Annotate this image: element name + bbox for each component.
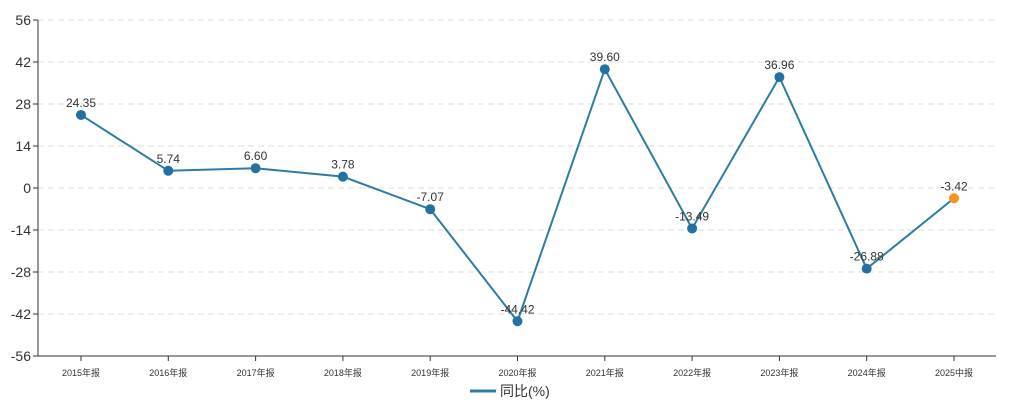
data-point[interactable] [512, 316, 523, 327]
data-point[interactable] [774, 72, 785, 83]
x-tick-label: 2019年报 [411, 367, 449, 378]
data-label: 5.74 [157, 152, 181, 166]
y-tick-label: 42 [15, 54, 31, 70]
x-tick-label: 2023年报 [760, 367, 798, 378]
legend[interactable]: 同比(%) [470, 383, 550, 399]
data-point[interactable] [163, 165, 174, 176]
data-labels: 24.35 5.74 6.60 3.78 -7.07 -44.42 39.60 -13.49 3… [66, 50, 968, 316]
data-label: -44.42 [500, 302, 534, 316]
y-tick-label: -42 [11, 306, 31, 322]
data-label: -7.07 [417, 190, 445, 204]
x-tick-label: 2024年报 [848, 367, 886, 378]
data-label: -26.88 [850, 250, 884, 264]
data-point[interactable] [250, 163, 261, 174]
x-tick-label: 2015年报 [62, 367, 100, 378]
data-label: 36.96 [764, 58, 794, 72]
data-point[interactable] [337, 171, 348, 182]
data-point[interactable] [687, 223, 698, 234]
y-tick-label: 0 [23, 180, 31, 196]
y-axis: 56 42 28 14 0 -14 -28 -42 -56 [11, 12, 39, 364]
y-tick-label: 28 [15, 96, 31, 112]
data-point[interactable] [861, 263, 872, 274]
series-line [80, 66, 955, 324]
data-point[interactable] [425, 204, 436, 215]
data-point[interactable] [949, 193, 959, 204]
y-tick-label: -14 [11, 222, 31, 238]
data-label: -3.42 [940, 179, 968, 193]
x-tick-label: 2022年报 [673, 367, 711, 378]
x-tick-label: 2021年报 [586, 367, 624, 378]
data-label: 39.60 [590, 50, 620, 64]
data-label: 6.60 [244, 149, 268, 163]
y-tick-label: -56 [11, 348, 31, 364]
series-group [76, 64, 959, 327]
data-point[interactable] [76, 109, 86, 120]
data-point[interactable] [599, 64, 610, 75]
y-tick-label: 14 [15, 138, 31, 154]
y-tick-label: 56 [15, 12, 31, 28]
x-axis: 2015年报 2016年报 2017年报 2018年报 2019年报 2020年报 2021… [38, 355, 996, 378]
x-tick-label: 2020年报 [498, 367, 536, 378]
data-label: 3.78 [331, 158, 355, 172]
x-tick-label: 2025中报 [935, 367, 973, 378]
x-tick-label: 2017年报 [237, 367, 275, 378]
legend-label: 同比(%) [500, 383, 550, 399]
x-tick-label: 2018年报 [324, 367, 362, 378]
y-tick-label: -28 [11, 264, 31, 280]
data-label: 24.35 [66, 96, 96, 110]
x-tick-label: 2016年报 [149, 367, 187, 378]
grid-lines [38, 19, 996, 315]
data-label: -13.49 [675, 209, 709, 223]
